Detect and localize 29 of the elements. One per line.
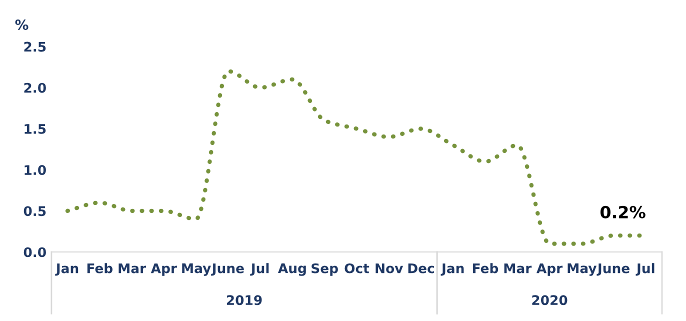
x-tick-label: Nov [376, 264, 404, 274]
x-tick-label: June [211, 264, 244, 276]
y-tick-label: 0.0 [24, 247, 46, 258]
y-tick-label: 1.0 [24, 165, 46, 176]
y-axis-title: % [15, 20, 28, 30]
x-tick-label: Feb [473, 263, 498, 274]
x-tick-label: Mar [504, 264, 532, 274]
x-tick-label: Aug [278, 263, 306, 276]
y-tick-label: 2.5 [24, 42, 46, 52]
y-tick-label: 1.5 [24, 124, 46, 134]
x-tick-label: Jan [440, 264, 464, 276]
x-tick-label: Dec [408, 264, 434, 274]
text: 2019 [226, 295, 262, 306]
x-tick-label: Jan [55, 264, 78, 276]
x-tick-label: Mar [118, 264, 146, 274]
x-tick-label: Feb [87, 263, 112, 274]
x-tick-label: Apr [150, 264, 177, 276]
x-tick-label: Apr [536, 264, 563, 276]
x-tick-label: Oct [344, 263, 370, 274]
y-tick-label: 2.0 [24, 82, 46, 93]
x-tick-label: June [596, 264, 630, 276]
y-tick-label: 0.5 [24, 206, 46, 216]
x-tick-label: Sep [312, 263, 338, 276]
x-tick-label: May [568, 263, 597, 276]
text: 2020 [532, 295, 568, 306]
x-tick-label: Jul [250, 263, 269, 276]
data-label: 0.2% [600, 206, 646, 218]
x-tick-label: Jul [636, 263, 654, 276]
x-tick-label: May [182, 263, 211, 276]
